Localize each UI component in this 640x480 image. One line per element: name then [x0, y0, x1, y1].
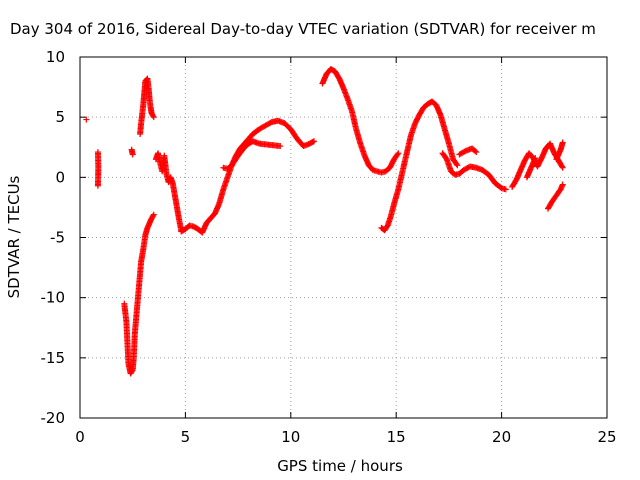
y-tick-label: 5	[55, 108, 65, 126]
data-point	[394, 151, 401, 158]
data-point	[150, 212, 157, 219]
data-point	[94, 182, 101, 189]
x-tick-label: 15	[387, 428, 406, 446]
data-point	[453, 161, 460, 168]
data-series	[83, 66, 566, 377]
data-point	[502, 186, 509, 193]
x-tick-label: 25	[597, 428, 616, 446]
data-point	[150, 112, 157, 119]
axis-ticks: 0 5 10 15 20 25 -20 -15 -10 -5 0 5 10	[41, 48, 617, 446]
x-tick-label: 20	[492, 428, 511, 446]
data-point	[150, 114, 157, 121]
data-point	[395, 150, 402, 157]
plot-frame	[79, 56, 608, 419]
data-point	[473, 149, 480, 156]
data-point	[559, 139, 566, 146]
data-point	[532, 155, 539, 162]
y-tick-label: -5	[50, 229, 65, 247]
data-point	[454, 162, 461, 169]
chart-title: Day 304 of 2016, Sidereal Day-to-day VTE…	[10, 20, 596, 38]
data-point	[559, 163, 566, 170]
data-point	[83, 116, 90, 123]
x-axis-label: GPS time / hours	[277, 457, 403, 475]
y-axis-label: SDTVAR / TECUs	[5, 175, 23, 298]
y-tick-label: 0	[55, 168, 65, 186]
y-tick-label: -10	[41, 289, 66, 307]
data-point	[150, 211, 157, 218]
data-point	[559, 164, 566, 171]
grid-lines	[80, 57, 607, 418]
data-point	[559, 181, 566, 188]
x-tick-label: 0	[75, 428, 85, 446]
data-point	[472, 148, 479, 155]
x-tick-label: 5	[181, 428, 191, 446]
data-point	[129, 151, 136, 158]
y-tick-label: -15	[41, 349, 66, 367]
data-point	[309, 138, 316, 145]
data-point	[277, 143, 284, 150]
data-point	[310, 138, 317, 145]
y-tick-label: -20	[41, 409, 66, 427]
x-tick-label: 10	[281, 428, 300, 446]
y-tick-label: 10	[46, 48, 65, 66]
